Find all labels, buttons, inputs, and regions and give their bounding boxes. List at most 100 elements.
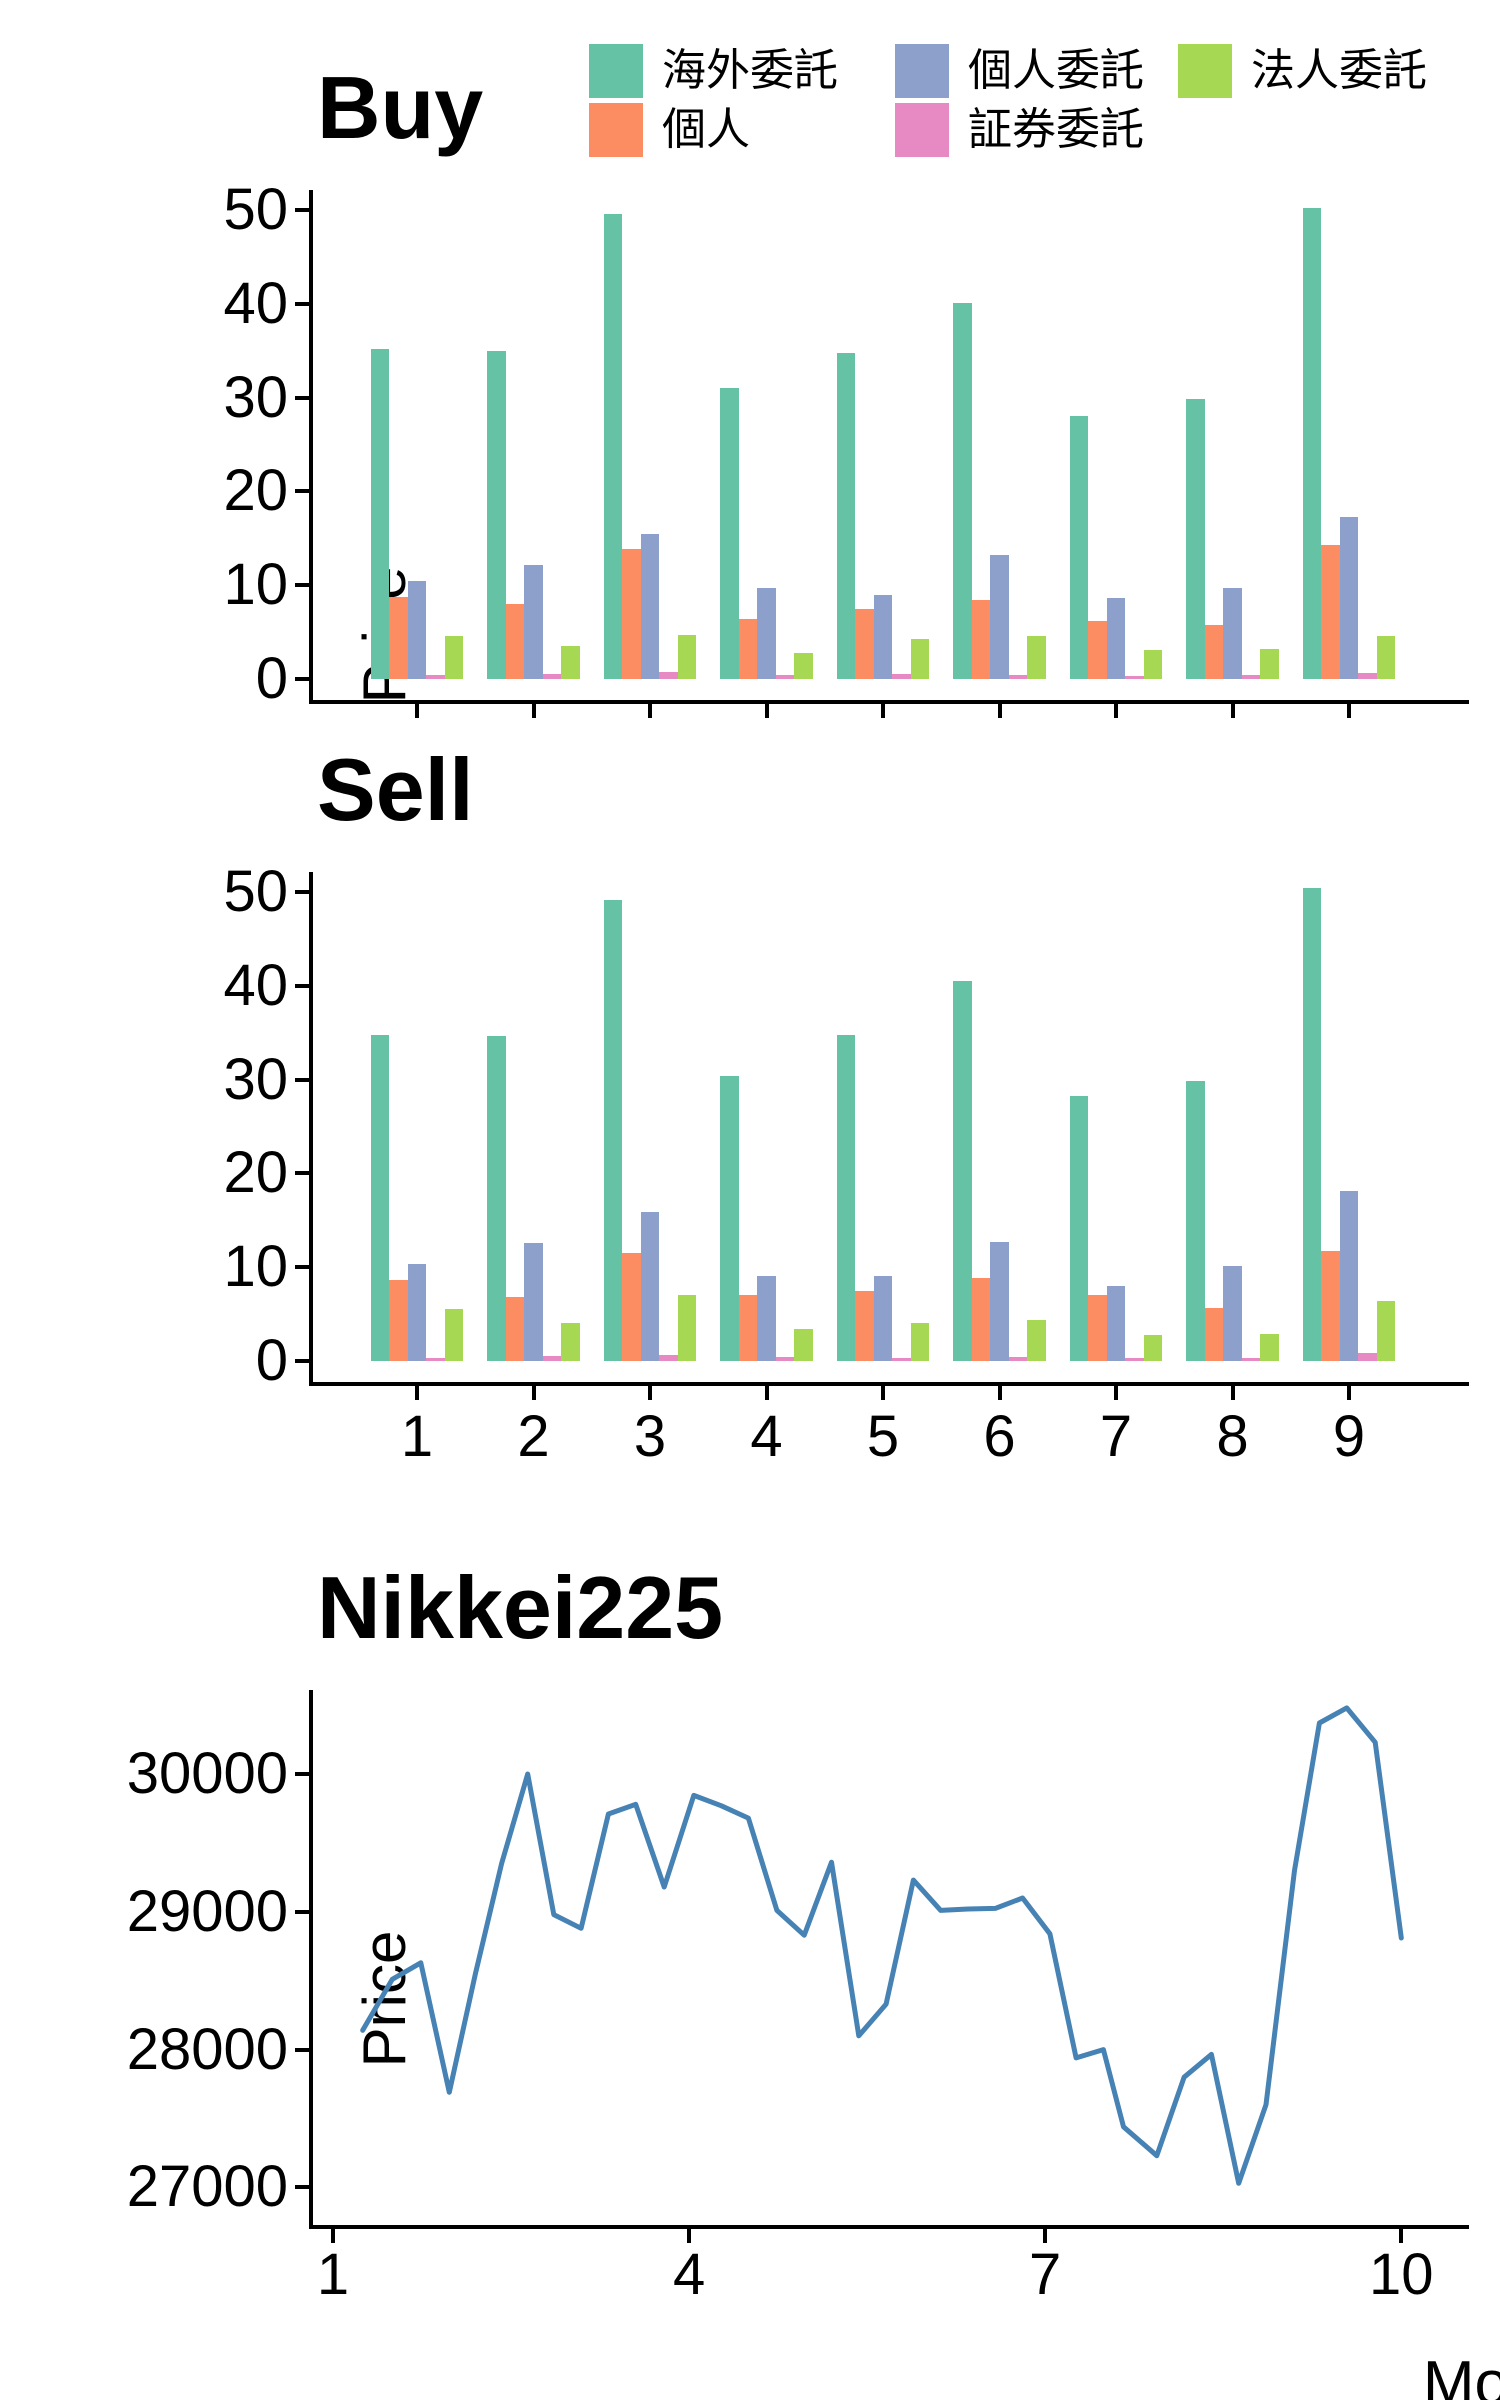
- buy-panel-bar-m3-s3: [640, 533, 660, 679]
- sell-panel-bar-m4-s4: [775, 1357, 795, 1361]
- sell-panel-ytick-20: [295, 1171, 309, 1176]
- nikkei-xtick-label-7: 7: [1029, 2242, 1062, 2307]
- buy-panel-bar-m3-s4: [659, 671, 678, 679]
- buy-panel-bar-m8-s3: [1223, 588, 1242, 679]
- buy-panel-xtick-6: [997, 704, 1002, 718]
- buy-panel-bar-m2-s1: [487, 350, 506, 679]
- sell-panel-xtick-8: [1230, 1386, 1235, 1400]
- nikkei-ytick-30000: [295, 1772, 309, 1776]
- sell-panel-bar-m3-s1: [603, 900, 623, 1361]
- buy-panel-bar-m5-s2: [855, 608, 874, 679]
- buy-panel-bar-m5-s4: [892, 673, 911, 679]
- sell-panel-bar-m6-s1: [953, 981, 972, 1361]
- nikkei-xtick-1: [331, 2229, 335, 2243]
- nikkei-line-plot: [360, 1705, 1404, 2186]
- buy-panel-bar-m7-s4: [1125, 676, 1144, 679]
- legend-label-5: 法人委託: [1251, 46, 1427, 95]
- buy-panel-ytick-label-20: 20: [223, 458, 288, 524]
- sell-panel-ytick-label-0: 0: [255, 1328, 288, 1393]
- sell-panel-xtick-2: [531, 1386, 536, 1400]
- sell-panel-xtick-label-2: 2: [517, 1404, 550, 1469]
- nikkei-ytick-label-27000: 27000: [126, 2154, 288, 2220]
- buy-panel-bar-m7-s1: [1069, 416, 1089, 679]
- buy-panel-bar-m1-s1: [370, 348, 390, 679]
- buy-panel-xtick-1: [415, 704, 419, 718]
- buy-panel-bar-m8-s1: [1186, 399, 1205, 679]
- sell-y-axis-line: [309, 872, 313, 1386]
- sell-panel-bar-m9-s5: [1376, 1300, 1396, 1361]
- sell-panel-xtick-label-9: 9: [1332, 1404, 1366, 1469]
- sell-panel-ytick-label-50: 50: [223, 859, 288, 924]
- sell-panel-xtick-9: [1347, 1386, 1351, 1400]
- sell-x-axis-title: Month: [1422, 2349, 1500, 2400]
- sell-panel-bar-m3-s5: [677, 1295, 697, 1361]
- buy-panel-bar-m3-s2: [622, 548, 641, 679]
- buy-panel-bar-m6-s4: [1008, 674, 1028, 679]
- legend: 海外委託 個人 個人委託 証券委託 法人委託: [0, 0, 1500, 190]
- buy-panel-bar-m7-s5: [1143, 649, 1163, 679]
- buy-panel-bar-m9-s3: [1339, 516, 1359, 679]
- buy-panel-bar-m9-s4: [1358, 672, 1377, 679]
- sell-panel-ytick-label-10: 10: [223, 1234, 288, 1300]
- buy-panel-bar-m1-s3: [407, 581, 427, 679]
- sell-panel-bar-m2-s3: [524, 1242, 543, 1361]
- sell-panel-xtick-5: [881, 1386, 885, 1400]
- sell-panel-ytick-30: [295, 1077, 309, 1082]
- buy-panel-ytick-20: [295, 489, 309, 494]
- legend-swatch-4: [895, 103, 949, 157]
- sell-panel-bar-m8-s5: [1260, 1333, 1279, 1361]
- sell-panel-bar-m7-s4: [1125, 1358, 1144, 1361]
- sell-panel-bar-m9-s1: [1302, 888, 1322, 1361]
- buy-panel-bar-m6-s2: [971, 600, 991, 679]
- buy-panel-bar-m4-s2: [738, 618, 758, 679]
- nikkei-xtick-label-1: 1: [316, 2242, 350, 2307]
- legend-label-1: 海外委託: [662, 46, 838, 95]
- buy-panel-bar-m7-s2: [1088, 620, 1107, 679]
- sell-panel-bar-m4-s2: [738, 1295, 758, 1361]
- sell-panel-bar-m6-s2: [971, 1277, 991, 1361]
- buy-panel-bar-m2-s2: [505, 603, 525, 679]
- buy-panel-bar-m8-s5: [1260, 648, 1279, 679]
- sell-panel-xtick-4: [764, 1386, 769, 1400]
- buy-panel-ytick-40: [295, 301, 309, 306]
- buy-panel-bar-m7-s3: [1106, 598, 1126, 679]
- legend-label-4: 証券委託: [968, 105, 1144, 154]
- buy-panel-bar-m8-s4: [1241, 675, 1261, 679]
- buy-panel-bar-m6-s5: [1027, 635, 1046, 679]
- sell-panel-xtick-1: [415, 1386, 419, 1400]
- buy-panel-bar-m6-s1: [953, 302, 972, 679]
- sell-panel-bar-m2-s1: [487, 1035, 506, 1361]
- sell-panel-xtick-label-3: 3: [633, 1404, 667, 1469]
- sell-panel-bar-m8-s3: [1223, 1266, 1242, 1361]
- sell-panel-ytick-label-40: 40: [223, 952, 288, 1018]
- sell-panel-xtick-label-1: 1: [400, 1404, 434, 1469]
- sell-panel-bar-m2-s2: [505, 1297, 525, 1361]
- buy-panel-bar-m4-s4: [775, 674, 795, 679]
- sell-panel-bar-m2-s4: [542, 1356, 562, 1361]
- sell-panel-bar-m1-s4: [426, 1358, 445, 1361]
- nikkei-ytick-29000: [295, 1909, 309, 1914]
- buy-panel-bar-m3-s1: [603, 213, 623, 679]
- buy-chart-title: Buy: [317, 58, 484, 157]
- sell-panel-bar-m4-s3: [757, 1275, 776, 1361]
- nikkei-ytick-27000: [295, 2185, 309, 2190]
- buy-panel-bar-m9-s1: [1302, 208, 1322, 679]
- nikkei-xtick-label-4: 4: [672, 2242, 706, 2307]
- nikkei-xtick-7: [1043, 2229, 1048, 2243]
- sell-panel-bar-m5-s4: [892, 1357, 911, 1361]
- buy-panel-ytick-label-0: 0: [255, 646, 288, 711]
- buy-panel-bar-m1-s2: [389, 597, 408, 679]
- sell-panel-ytick-50: [295, 890, 309, 894]
- sell-panel-bar-m9-s3: [1339, 1191, 1359, 1361]
- sell-panel-xtick-label-6: 6: [983, 1404, 1016, 1469]
- sell-panel-ytick-10: [295, 1265, 309, 1270]
- legend-label-3: 個人委託: [968, 46, 1144, 95]
- sell-panel-ytick-40: [295, 983, 309, 988]
- buy-panel-bar-m5-s5: [910, 638, 930, 679]
- sell-panel-xtick-label-7: 7: [1099, 1404, 1133, 1469]
- sell-panel-bar-m9-s4: [1358, 1353, 1377, 1361]
- nikkei-xtick-label-10: 10: [1369, 2242, 1434, 2307]
- buy-panel-bar-m5-s3: [873, 594, 893, 679]
